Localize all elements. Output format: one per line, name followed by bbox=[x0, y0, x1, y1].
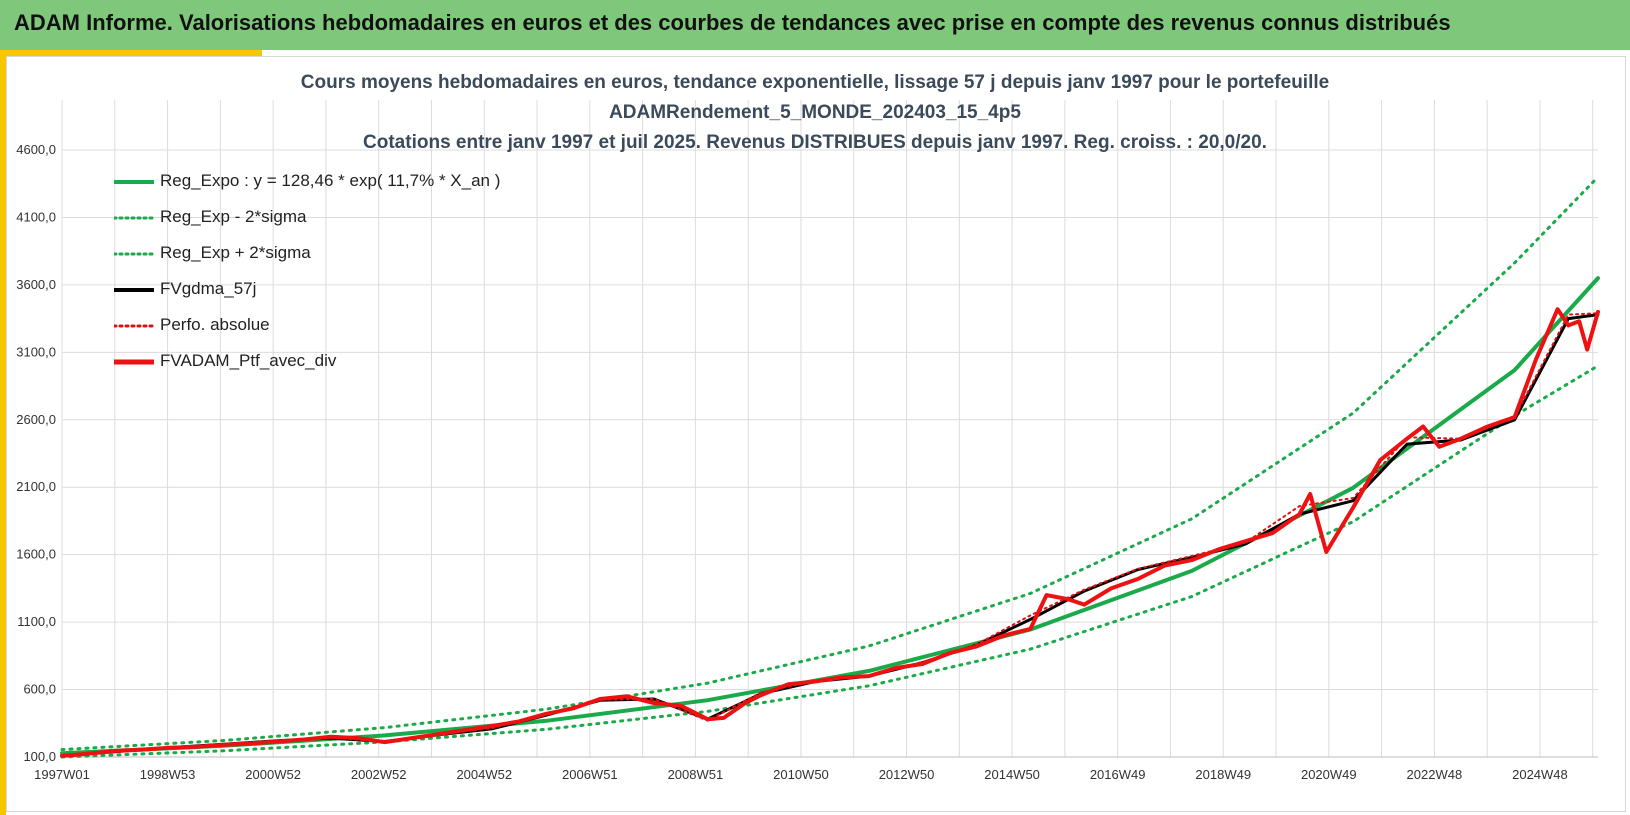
y-tick-label: 2100,0 bbox=[16, 479, 56, 494]
legend-label-trend: Reg_Expo : y = 128,46 * exp( 11,7% * X_a… bbox=[160, 171, 501, 190]
x-tick-label: 2024W48 bbox=[1512, 767, 1568, 782]
chart-title-line-3: Cotations entre janv 1997 et juil 2025. … bbox=[363, 132, 1267, 153]
chart-frame bbox=[6, 56, 1626, 812]
y-tick-label: 3600,0 bbox=[16, 277, 56, 292]
x-tick-label: 2016W49 bbox=[1090, 767, 1146, 782]
x-tick-label: 2002W52 bbox=[351, 767, 407, 782]
legend-swatch-lower-band bbox=[114, 216, 154, 220]
header-title: ADAM Informe. Valorisations hebdomadaire… bbox=[14, 10, 1451, 35]
x-tick-label: 1998W53 bbox=[140, 767, 196, 782]
y-tick-label: 4100,0 bbox=[16, 209, 56, 224]
series-upper-band bbox=[60, 175, 1600, 752]
x-tick-label: 1997W01 bbox=[34, 767, 90, 782]
y-tick-label: 100,0 bbox=[23, 749, 56, 764]
legend-swatch-upper-band bbox=[114, 252, 154, 256]
chart-title-line-2: ADAMRendement_5_MONDE_202403_15_4p5 bbox=[609, 102, 1021, 123]
legend-label-smooth: FVgdma_57j bbox=[160, 279, 257, 298]
x-tick-label: 2012W50 bbox=[879, 767, 935, 782]
legend-label-perf: Perfo. absolue bbox=[160, 315, 270, 334]
accent-bar-top bbox=[0, 50, 262, 56]
y-tick-label: 3100,0 bbox=[16, 344, 56, 359]
x-tick-label: 2010W50 bbox=[773, 767, 829, 782]
x-tick-label: 2000W52 bbox=[245, 767, 301, 782]
legend-swatch-trend bbox=[114, 180, 154, 184]
legend-swatch-perf bbox=[114, 324, 154, 328]
axes: 100,0 600,0 1100,0 1600,0 2100,0 2600,0 3100,0… bbox=[16, 142, 1598, 782]
x-tick-label: 2014W50 bbox=[984, 767, 1040, 782]
series bbox=[60, 175, 1600, 759]
x-tick-label: 2004W52 bbox=[456, 767, 512, 782]
legend-label-lower-band: Reg_Exp - 2*sigma bbox=[160, 207, 307, 226]
y-tick-label: 1100,0 bbox=[17, 614, 56, 629]
x-tick-label: 2022W48 bbox=[1407, 767, 1463, 782]
series-lower-band bbox=[60, 364, 1600, 759]
y-tick-label: 2600,0 bbox=[16, 412, 56, 427]
legend-label-upper-band: Reg_Exp + 2*sigma bbox=[160, 243, 311, 262]
x-tick-label: 2006W51 bbox=[562, 767, 618, 782]
x-tick-label: 2020W49 bbox=[1301, 767, 1357, 782]
legend-swatch-portfolio bbox=[114, 359, 154, 365]
y-tick-label: 600,0 bbox=[23, 682, 56, 697]
grid bbox=[61, 100, 1598, 758]
legend-swatch-smooth bbox=[114, 288, 154, 292]
y-tick-label: 4600,0 bbox=[16, 142, 56, 157]
chart-title-line-1: Cours moyens hebdomadaires en euros, ten… bbox=[300, 72, 1330, 93]
x-tick-label: 2018W49 bbox=[1195, 767, 1251, 782]
series-portfolio-line bbox=[60, 307, 1600, 758]
legend-label-portfolio: FVADAM_Ptf_avec_div bbox=[160, 351, 337, 370]
y-tick-label: 1600,0 bbox=[16, 547, 56, 562]
x-tick-label: 2008W51 bbox=[668, 767, 724, 782]
header-bar: ADAM Informe. Valorisations hebdomadaire… bbox=[0, 0, 1630, 50]
accent-bar-left bbox=[0, 50, 6, 815]
